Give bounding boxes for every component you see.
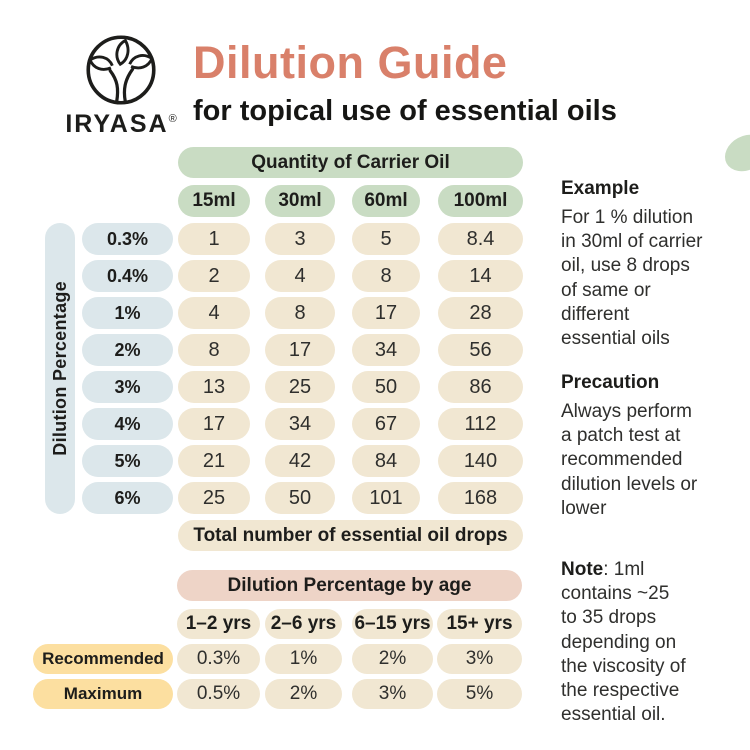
table-cell: 3% xyxy=(437,644,522,674)
table-cell: 84 xyxy=(352,445,420,477)
table-cell: 4 xyxy=(265,260,335,292)
row-label-6pct: 6% xyxy=(82,482,173,514)
carrier-oil-table: Quantity of Carrier Oil 15ml 30ml 60ml 1… xyxy=(45,147,523,551)
note-section: Note: 1ml contains ~25 to 35 drops depen… xyxy=(561,558,747,727)
column-header-60ml: 60ml xyxy=(352,185,420,217)
row-label-0-3pct: 0.3% xyxy=(82,223,173,255)
page-title: Dilution Guide xyxy=(193,37,508,88)
table-cell: 8 xyxy=(265,297,335,329)
table-cell: 17 xyxy=(178,408,250,440)
table-cell: 0.5% xyxy=(177,679,260,709)
row-label-maximum: Maximum xyxy=(33,679,173,709)
table-cell: 2% xyxy=(265,679,342,709)
note-text: Note: 1ml contains ~25 to 35 drops depen… xyxy=(561,559,686,726)
table-cell: 50 xyxy=(265,482,335,514)
row-label-recommended: Recommended xyxy=(33,644,173,674)
example-heading: Example xyxy=(561,178,640,199)
table-cell: 112 xyxy=(438,408,523,440)
table-cell: 50 xyxy=(352,371,420,403)
carrier-table-header: Quantity of Carrier Oil xyxy=(178,147,523,178)
table-cell: 1% xyxy=(265,644,342,674)
table-cell: 42 xyxy=(265,445,335,477)
table-cell: 2% xyxy=(352,644,433,674)
column-header-15plus-yrs: 15+ yrs xyxy=(437,609,522,639)
note-label: Note xyxy=(561,559,604,580)
row-label-5pct: 5% xyxy=(82,445,173,477)
table-cell: 4 xyxy=(178,297,250,329)
dilution-percentage-axis-label: Dilution Percentage xyxy=(45,223,75,514)
precaution-heading: Precaution xyxy=(561,372,660,393)
row-label-1pct: 1% xyxy=(82,297,173,329)
brand-name: IRYASA® xyxy=(65,110,177,138)
precaution-section: Precaution Always perform a patch test a… xyxy=(561,370,747,521)
age-table-header: Dilution Percentage by age xyxy=(177,570,522,601)
page-subtitle: for topical use of essential oils xyxy=(193,95,617,127)
table-cell: 168 xyxy=(438,482,523,514)
precaution-text: Always perform a patch test at recommend… xyxy=(561,401,698,519)
table-cell: 1 xyxy=(178,223,250,255)
carrier-table-footer: Total number of essential oil drops xyxy=(178,520,523,551)
table-cell: 67 xyxy=(352,408,420,440)
table-cell: 21 xyxy=(178,445,250,477)
age-dilution-table: Dilution Percentage by age 1–2 yrs 2–6 y… xyxy=(33,570,522,709)
row-label-2pct: 2% xyxy=(82,334,173,366)
table-cell: 8 xyxy=(178,334,250,366)
table-cell: 34 xyxy=(352,334,420,366)
column-header-30ml: 30ml xyxy=(265,185,335,217)
table-cell: 25 xyxy=(265,371,335,403)
registered-trademark: ® xyxy=(168,113,177,125)
header-titles: Dilution Guide for topical use of essent… xyxy=(193,34,733,129)
row-label-0-4pct: 0.4% xyxy=(82,260,173,292)
column-header-6-15yrs: 6–15 yrs xyxy=(352,609,433,639)
column-header-15ml: 15ml xyxy=(178,185,250,217)
table-cell: 140 xyxy=(438,445,523,477)
table-cell: 101 xyxy=(352,482,420,514)
table-cell: 2 xyxy=(178,260,250,292)
table-cell: 0.3% xyxy=(177,644,260,674)
table-cell: 3% xyxy=(352,679,433,709)
column-header-1-2yrs: 1–2 yrs xyxy=(177,609,260,639)
example-text: For 1 % dilution in 30ml of carrier oil,… xyxy=(561,207,703,350)
example-section: Example For 1 % dilution in 30ml of carr… xyxy=(561,176,747,351)
table-cell: 3 xyxy=(265,223,335,255)
table-cell: 34 xyxy=(265,408,335,440)
table-cell: 56 xyxy=(438,334,523,366)
iryasa-logo: IRYASA® xyxy=(62,34,180,139)
table-cell: 25 xyxy=(178,482,250,514)
table-cell: 86 xyxy=(438,371,523,403)
table-cell: 17 xyxy=(352,297,420,329)
column-header-100ml: 100ml xyxy=(438,185,523,217)
row-label-3pct: 3% xyxy=(82,371,173,403)
decorative-leaf-icon xyxy=(718,127,750,179)
table-cell: 8 xyxy=(352,260,420,292)
table-cell: 5 xyxy=(352,223,420,255)
table-cell: 5% xyxy=(437,679,522,709)
table-cell: 17 xyxy=(265,334,335,366)
table-cell: 14 xyxy=(438,260,523,292)
iryasa-tree-icon xyxy=(86,35,156,105)
table-cell: 8.4 xyxy=(438,223,523,255)
table-cell: 28 xyxy=(438,297,523,329)
row-label-4pct: 4% xyxy=(82,408,173,440)
column-header-2-6yrs: 2–6 yrs xyxy=(265,609,342,639)
table-cell: 13 xyxy=(178,371,250,403)
